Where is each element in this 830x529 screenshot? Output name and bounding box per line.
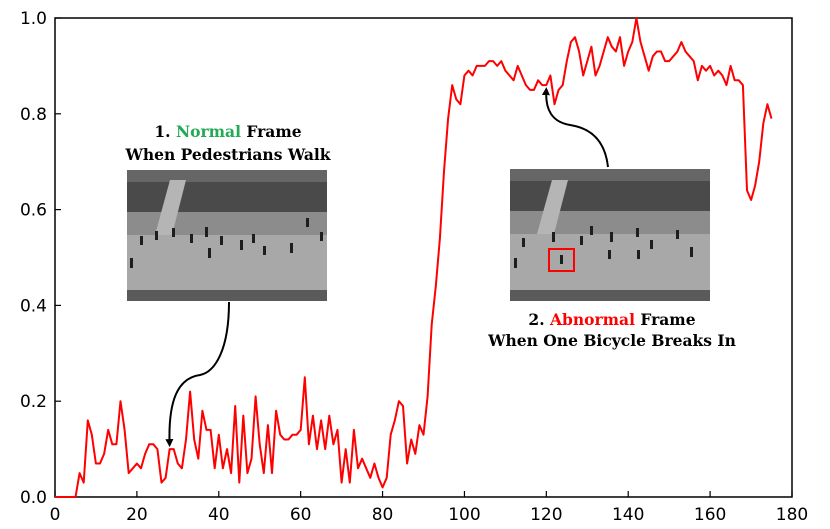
annotation-abnormal-title: 2. Abnormal Frame xyxy=(528,310,695,329)
annotation-normal-keyword: Normal xyxy=(176,122,241,141)
x-tick-label: 40 xyxy=(208,505,230,525)
plot-frame xyxy=(54,17,793,498)
abnormal-frame-image xyxy=(510,169,710,301)
y-tick-label: 1.0 xyxy=(20,9,47,29)
annotation-abnormal-suffix: Frame xyxy=(635,310,696,329)
series xyxy=(55,17,773,498)
ticks: 0 20 40 60 80 100 120 140 160 180 0.0 0.2 0.4 0.6 0.8 1… xyxy=(20,9,808,525)
annotation-normal: 1. Normal Frame When Pedestrians Walk xyxy=(124,122,331,301)
x-tick-label: 140 xyxy=(612,505,644,525)
x-tick-label: 80 xyxy=(372,505,394,525)
annotation-abnormal: 2. Abnormal Frame When One Bicycle Break… xyxy=(487,169,736,350)
y-tick-label: 0.0 xyxy=(20,488,47,508)
x-tick-label: 120 xyxy=(530,505,562,525)
y-tick-label: 0.4 xyxy=(20,296,47,316)
annotation-abnormal-subtitle: When One Bicycle Breaks In xyxy=(487,331,736,350)
annotation-abnormal-arrow xyxy=(541,87,609,168)
anomaly-box xyxy=(548,248,575,272)
y-tick-label: 0.2 xyxy=(20,392,47,412)
x-tick-label: 60 xyxy=(290,505,312,525)
x-tick-label: 20 xyxy=(126,505,148,525)
annotation-normal-suffix: Frame xyxy=(241,122,302,141)
annotation-normal-title: 1. Normal Frame xyxy=(154,122,301,141)
annotation-abnormal-prefix: 2. xyxy=(528,310,550,329)
annotation-normal-arrow xyxy=(165,301,230,448)
y-tick-label: 0.8 xyxy=(20,105,47,125)
y-tick-label: 0.6 xyxy=(20,201,47,221)
normal-frame-image xyxy=(127,170,327,301)
annotation-abnormal-keyword: Abnormal xyxy=(549,310,635,329)
annotation-normal-subtitle: When Pedestrians Walk xyxy=(124,145,330,164)
axes xyxy=(54,17,793,498)
x-tick-label: 160 xyxy=(694,505,726,525)
x-tick-label: 180 xyxy=(776,505,808,525)
x-tick-label: 0 xyxy=(50,505,61,525)
x-tick-label: 100 xyxy=(448,505,480,525)
series-line xyxy=(55,17,773,498)
annotation-normal-prefix: 1. xyxy=(154,122,176,141)
